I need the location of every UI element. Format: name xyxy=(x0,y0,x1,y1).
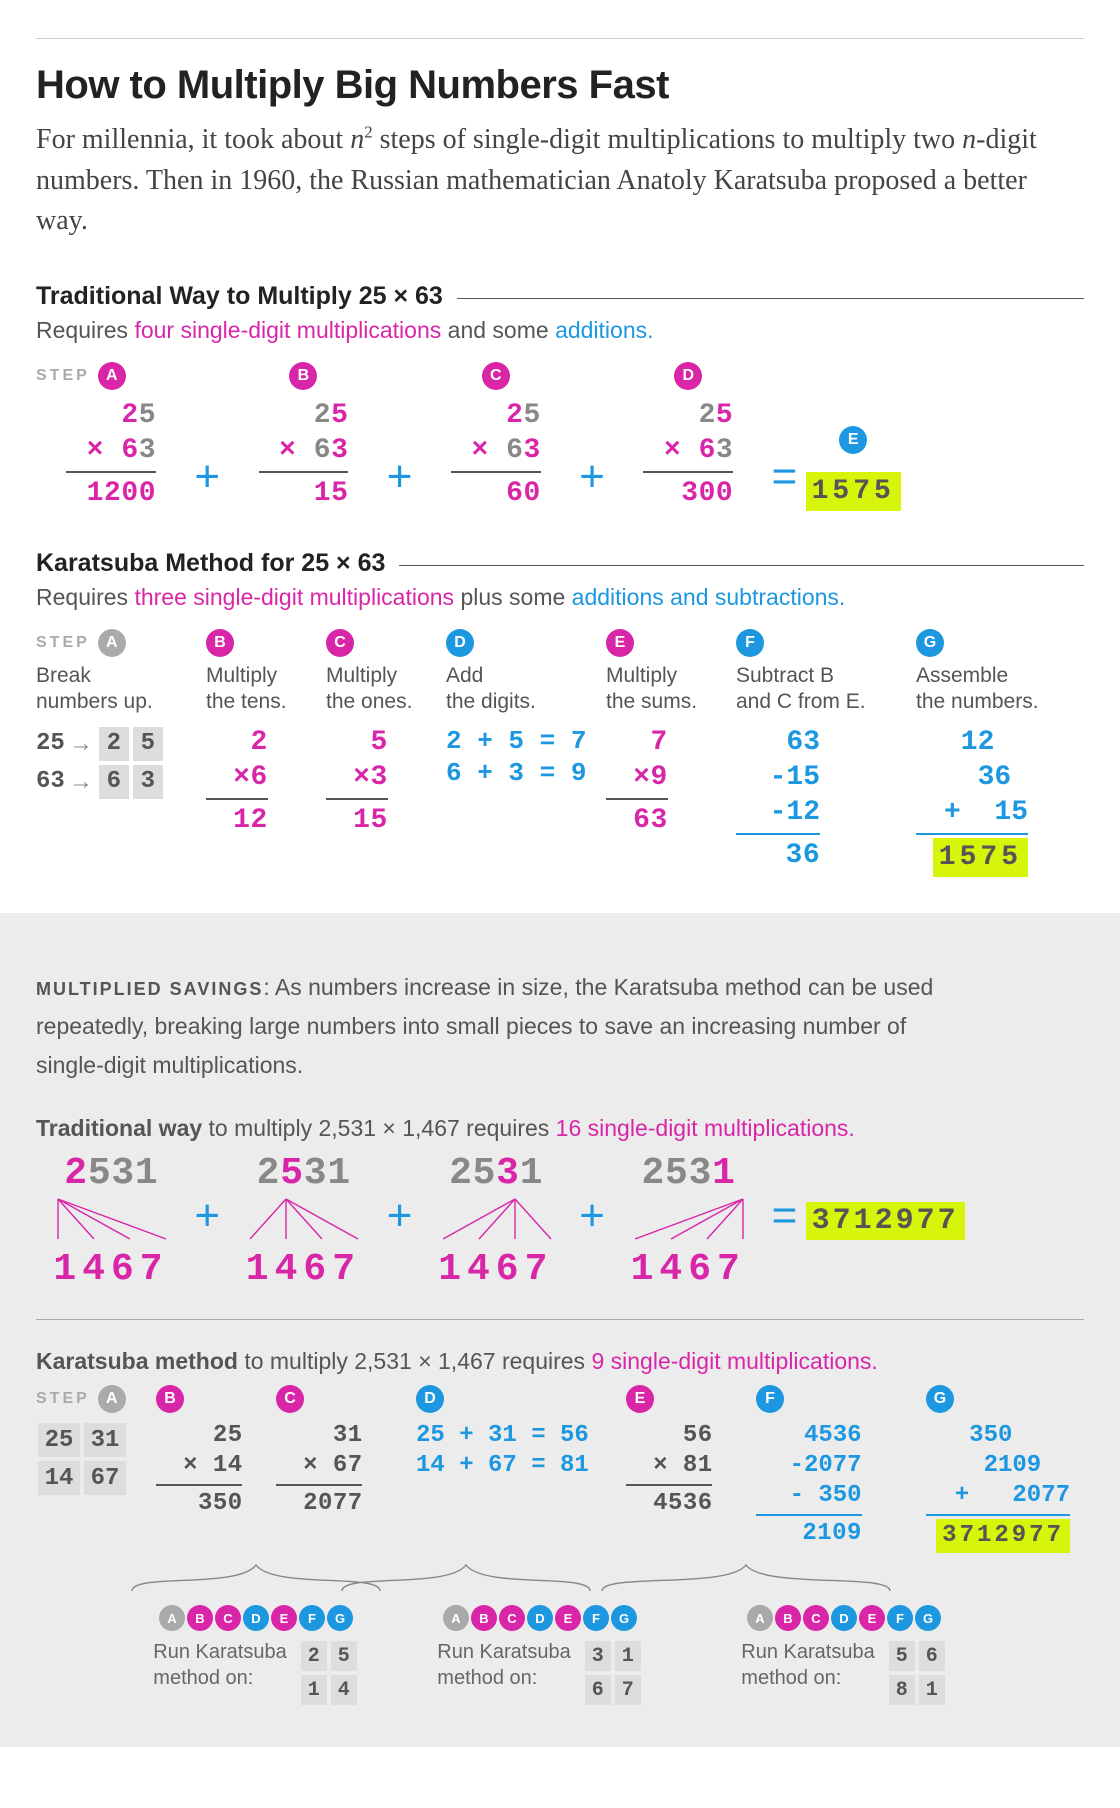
step-badge: B xyxy=(156,1385,184,1413)
recurse-block-0: ABCDEFG Run Karatsubamethod on: 25 14 xyxy=(126,1605,386,1707)
recurse-block-1: ABCDEFG Run Karatsubamethod on: 31 67 xyxy=(410,1605,670,1707)
kar2-step-E-content: 56 × 81 4536 xyxy=(626,1421,756,1519)
trad1-step-C: C 25 × 63 60 xyxy=(421,362,571,511)
step-badge: G xyxy=(926,1385,954,1413)
step-badge: E xyxy=(606,629,634,657)
kar2-step-G-content: 350 2109 + 2077 3712977 xyxy=(926,1421,1116,1553)
kar2-step-D-content: 25 + 31 = 5614 + 67 = 81 xyxy=(416,1421,626,1481)
kar2-step-A-content: 25311467 xyxy=(36,1421,156,1497)
step-badge: E xyxy=(626,1385,654,1413)
kar2-step-F-content: 4536 -2077 - 350 2109 xyxy=(756,1421,926,1549)
kar1-steps: STEPABCDEFGBreaknumbers up.Multiplythe t… xyxy=(36,629,1084,877)
kar1-title: Karatsuba Method for 25 × 63 xyxy=(36,549,385,578)
kar1-step-F-content: 63 -15 -12 36 xyxy=(736,725,916,873)
step-desc: Addthe digits. xyxy=(446,663,606,717)
kar2-title: Karatsuba method to multiply 2,531 × 1,4… xyxy=(36,1348,1084,1375)
trad1-requires: Requires four single-digit multiplicatio… xyxy=(36,317,1084,344)
rule xyxy=(457,298,1084,299)
trad2-fan-0: 2531 1467 xyxy=(36,1152,186,1291)
step-desc: Multiplythe sums. xyxy=(606,663,736,717)
savings-section: MULTIPLIED SAVINGS: As numbers increase … xyxy=(0,913,1120,1747)
intro-paragraph: For millennia, it took about n2 steps of… xyxy=(36,120,1084,242)
step-badge: A xyxy=(98,1385,126,1413)
savings-intro: MULTIPLIED SAVINGS: As numbers increase … xyxy=(36,968,936,1085)
kar1-step-D-content: 2 + 5 = 76 + 3 = 9 xyxy=(446,725,606,790)
step-desc: Subtract Band C from E. xyxy=(736,663,916,717)
trad2-fan-2: 2531 1467 xyxy=(421,1152,571,1291)
trad1-title-row: Traditional Way to Multiply 25 × 63 xyxy=(36,282,1084,311)
rule xyxy=(399,565,1084,566)
step-badge: B xyxy=(206,629,234,657)
kar1-step-B-content: 2 ×6 12 xyxy=(206,725,326,838)
kar2-steps: STEPABCDEFG25311467 25 × 14 350 31 × 67 … xyxy=(36,1385,1084,1553)
trad1-step-A: STEPA 25 × 63 1200 xyxy=(36,362,186,511)
step-badge: G xyxy=(916,629,944,657)
step-desc: Assemblethe numbers. xyxy=(916,663,1086,717)
recurse-block-2: ABCDEFG Run Karatsubamethod on: 56 81 xyxy=(694,1605,994,1707)
trad1-title: Traditional Way to Multiply 25 × 63 xyxy=(36,282,443,311)
step-desc: Multiplythe ones. xyxy=(326,663,446,717)
page-container: How to Multiply Big Numbers Fast For mil… xyxy=(0,0,1120,877)
trad2-row: 2531 1467 + 2531 1467 + 2531 1467 + 2531… xyxy=(36,1152,1084,1291)
kar2-step-B-content: 25 × 14 350 xyxy=(156,1421,276,1519)
trad2-fan-3: 2531 1467 xyxy=(613,1152,763,1291)
kar1-title-row: Karatsuba Method for 25 × 63 xyxy=(36,549,1084,578)
mid-rule xyxy=(36,1319,1084,1320)
trad1-step-D: D 25 × 63 300 xyxy=(613,362,763,511)
trad2-final: 3712977 xyxy=(806,1203,965,1241)
step-badge: F xyxy=(736,629,764,657)
kar1-step-A-content: 25→2563→63 xyxy=(36,725,206,801)
kar2-step-C-content: 31 × 67 2077 xyxy=(276,1421,416,1519)
step-badge: C xyxy=(276,1385,304,1413)
kar1-requires: Requires three single-digit multiplicati… xyxy=(36,584,1084,611)
page-title: How to Multiply Big Numbers Fast xyxy=(36,63,1084,108)
step-badge: F xyxy=(756,1385,784,1413)
trad1-step-B: B 25 × 63 15 xyxy=(228,362,378,511)
kar1-step-E-content: 7 ×9 63 xyxy=(606,725,736,838)
step-badge: D xyxy=(416,1385,444,1413)
kar1-step-G-content: 12 36 + 15 1575 xyxy=(916,725,1086,877)
trad2-fan-1: 2531 1467 xyxy=(228,1152,378,1291)
kar2-recurse: ABCDEFG Run Karatsubamethod on: 25 14 AB… xyxy=(36,1559,1084,1707)
trad1-final: E 1575 xyxy=(806,426,901,511)
top-rule xyxy=(36,38,1084,39)
step-badge: A xyxy=(98,629,126,657)
step-desc: Breaknumbers up. xyxy=(36,663,206,717)
step-badge: C xyxy=(326,629,354,657)
trad2-title: Traditional way to multiply 2,531 × 1,46… xyxy=(36,1115,1084,1142)
step-badge: D xyxy=(446,629,474,657)
step-desc: Multiplythe tens. xyxy=(206,663,326,717)
kar1-step-C-content: 5 ×3 15 xyxy=(326,725,446,838)
trad1-steps: STEPA 25 × 63 1200 + B 25 × 63 15 + xyxy=(36,362,1084,511)
